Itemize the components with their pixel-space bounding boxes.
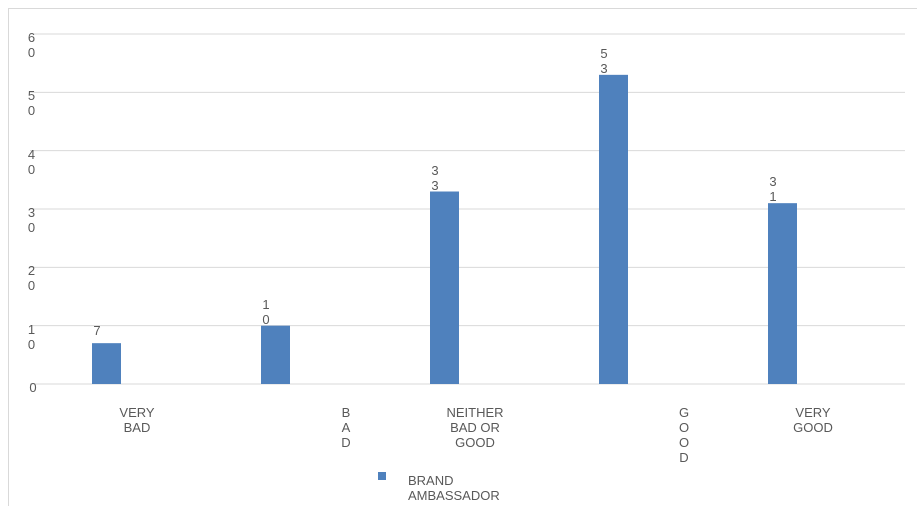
x-tick-label: VERY BAD (119, 405, 155, 435)
data-label: 31 (769, 174, 777, 205)
x-tick-label: BAD (341, 405, 351, 450)
x-tick-label: GOOD (679, 405, 690, 465)
y-tick-label: 60 (27, 30, 36, 60)
legend-swatch (378, 472, 386, 480)
data-label: 53 (600, 45, 608, 76)
y-tick-label: 40 (27, 146, 36, 177)
chart-border (8, 8, 917, 506)
data-label: 33 (431, 162, 439, 193)
bar (599, 74, 628, 384)
x-tick-label: VERY GOOD (793, 405, 833, 435)
y-tick-label: 50 (27, 88, 36, 119)
data-label: 10 (262, 296, 270, 327)
y-tick-label: 30 (27, 205, 36, 235)
y-tick-label: 20 (27, 263, 36, 294)
x-tick-label: NEITHER BAD OR GOOD (446, 405, 504, 450)
bar (261, 325, 290, 384)
bar (92, 343, 121, 384)
bar (768, 203, 797, 384)
legend-label: BRAND AMBASSADOR (408, 473, 500, 503)
data-label: 7 (93, 323, 101, 339)
y-tick-label: 0 (29, 380, 37, 395)
bar (430, 191, 459, 384)
y-tick-label: 10 (27, 321, 36, 352)
